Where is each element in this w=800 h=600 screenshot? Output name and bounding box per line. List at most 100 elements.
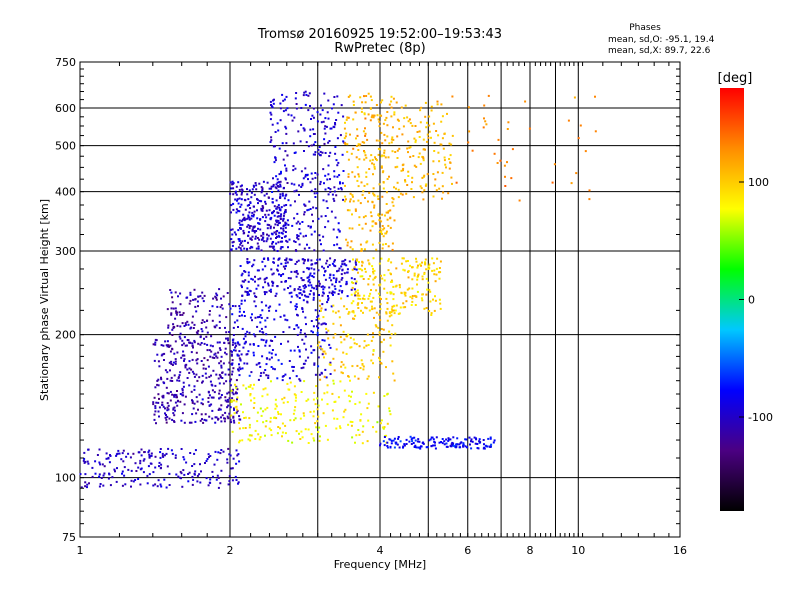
data-point (220, 355, 223, 358)
data-point (349, 198, 352, 201)
data-point (322, 120, 325, 123)
data-point (324, 132, 327, 135)
data-point (107, 457, 110, 460)
data-point (355, 294, 358, 297)
data-point (261, 355, 264, 358)
data-point (225, 400, 228, 403)
data-point (264, 425, 267, 428)
data-point (434, 299, 437, 302)
data-point (510, 177, 513, 180)
data-point (230, 353, 233, 356)
data-point (234, 190, 237, 193)
data-point (172, 408, 175, 411)
data-point (164, 340, 167, 343)
data-point (195, 396, 198, 399)
data-point (275, 417, 278, 420)
data-point (214, 450, 217, 453)
data-point (123, 466, 126, 469)
data-point (248, 331, 251, 334)
data-point (246, 260, 249, 263)
data-point (239, 247, 242, 250)
data-point (302, 127, 305, 130)
data-point (345, 283, 348, 286)
data-point (201, 398, 204, 401)
data-point (353, 375, 356, 378)
data-point (374, 156, 376, 159)
data-point (341, 277, 344, 279)
data-point (315, 207, 318, 210)
data-point (189, 293, 192, 296)
data-point (302, 94, 305, 97)
data-point (327, 298, 330, 301)
data-point (284, 177, 287, 180)
data-point (279, 180, 282, 183)
data-point (175, 473, 178, 476)
data-point (293, 409, 296, 412)
data-point (220, 469, 223, 472)
data-point (296, 212, 299, 215)
data-point (351, 390, 353, 393)
data-point (312, 116, 315, 119)
data-point (257, 345, 260, 347)
data-point (390, 439, 393, 442)
data-point (191, 342, 194, 345)
data-point (293, 289, 296, 292)
data-point (167, 408, 170, 411)
data-point (262, 371, 265, 374)
data-point (326, 301, 329, 304)
data-point (284, 424, 287, 427)
data-point (388, 103, 391, 106)
data-point (253, 193, 256, 196)
data-point (288, 258, 291, 261)
data-point (163, 352, 166, 355)
data-point (432, 122, 435, 125)
data-point (369, 95, 372, 98)
data-point (226, 398, 229, 401)
data-point (191, 315, 194, 318)
data-point (358, 433, 361, 436)
data-point (154, 466, 157, 469)
data-point (164, 416, 167, 419)
data-point (313, 362, 316, 365)
data-point (261, 216, 264, 219)
data-point (206, 343, 209, 346)
data-point (232, 338, 235, 341)
data-point (357, 173, 360, 176)
data-point (137, 466, 140, 469)
data-point (351, 195, 354, 198)
data-point (246, 353, 249, 356)
data-point (249, 393, 252, 395)
data-point (273, 226, 275, 229)
data-point (319, 180, 322, 183)
data-point (292, 369, 295, 372)
data-point (280, 262, 283, 265)
data-point (270, 356, 273, 359)
data-point (425, 183, 428, 186)
data-point (438, 298, 441, 301)
data-point (122, 460, 125, 463)
data-point (436, 257, 439, 260)
data-point (350, 395, 352, 398)
data-point (470, 440, 472, 443)
data-point (307, 356, 310, 359)
data-point (340, 365, 343, 368)
data-point (389, 438, 392, 441)
data-point (269, 227, 272, 230)
data-point (294, 305, 297, 308)
data-point (189, 452, 192, 454)
data-point (308, 274, 311, 277)
data-point (324, 174, 327, 177)
data-point (348, 400, 351, 403)
data-point (169, 289, 172, 291)
data-point (313, 268, 316, 271)
data-point (281, 142, 284, 145)
data-point (234, 342, 237, 345)
data-point (238, 305, 241, 307)
data-point (378, 183, 381, 186)
data-point (286, 219, 289, 222)
data-point (347, 175, 350, 178)
data-point (267, 196, 270, 199)
data-point (267, 284, 270, 287)
data-point (252, 343, 255, 345)
data-point (388, 315, 391, 318)
